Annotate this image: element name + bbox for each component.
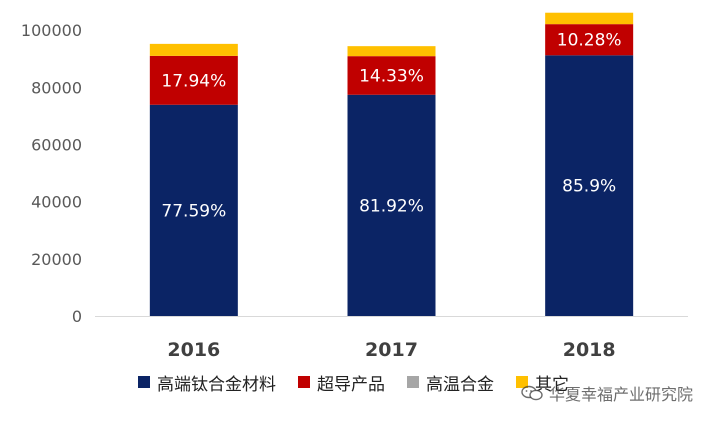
legend-item-titanium: 高端钛合金材料 [138, 370, 276, 395]
bar-segment-2017-s0 [347, 94, 436, 316]
bar-segment-2017-s1 [347, 56, 436, 95]
legend-swatch-superalloy [407, 376, 419, 388]
legend-swatch-other [516, 376, 528, 388]
bar-segment-2016-s0 [149, 104, 238, 317]
y-tick-label: 60000 [31, 135, 82, 154]
bar-segment-2018-s0 [545, 55, 634, 316]
legend-label-superconductor: 超导产品 [317, 374, 385, 395]
y-tick-label: 40000 [31, 193, 82, 212]
y-tick-label: 20000 [31, 250, 82, 269]
data-label: 81.92% [359, 196, 424, 216]
y-tick-label: 80000 [31, 78, 82, 97]
legend-label-superalloy: 高温合金 [426, 374, 494, 395]
data-label: 85.9% [562, 177, 616, 197]
legend-label-titanium: 高端钛合金材料 [157, 374, 276, 395]
legend-item-other: 其它 [516, 370, 569, 395]
x-tick-label: 2018 [563, 339, 616, 361]
y-tick-label: 100000 [21, 21, 82, 40]
bar-segment-2016-s3 [149, 43, 238, 56]
bar-segment-2017-s3 [347, 46, 436, 57]
data-label: 77.59% [161, 201, 226, 221]
legend-item-superalloy: 高温合金 [407, 370, 494, 395]
bar-segment-2018-s1 [545, 24, 634, 56]
watermark: 华夏幸福产业研究院 [521, 381, 693, 405]
x-tick-label: 2017 [365, 339, 418, 361]
legend-swatch-superconductor [298, 376, 310, 388]
wechat-icon [521, 385, 543, 401]
legend-item-superconductor: 超导产品 [298, 370, 385, 395]
watermark-text: 华夏幸福产业研究院 [548, 385, 693, 404]
bar-segment-2018-s3 [545, 12, 634, 25]
y-tick-label: 0 [72, 307, 82, 326]
data-label: 17.94% [161, 71, 226, 91]
data-label: 10.28% [557, 31, 622, 51]
bar-segment-2016-s1 [149, 55, 238, 105]
legend-swatch-titanium [138, 376, 150, 388]
legend-label-other: 其它 [535, 374, 569, 395]
legend: 高端钛合金材料 超导产品 高温合金 其它 [0, 364, 707, 400]
x-tick-label: 2016 [167, 339, 220, 361]
data-label: 14.33% [359, 66, 424, 86]
